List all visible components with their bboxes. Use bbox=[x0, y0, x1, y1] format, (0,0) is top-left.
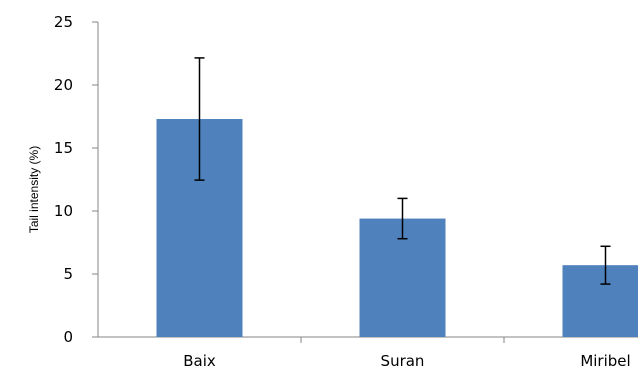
y-tick-label-1: 5 bbox=[63, 265, 73, 283]
y-tick-label-2: 10 bbox=[54, 202, 73, 220]
x-tick-label-suran: Suran bbox=[381, 352, 425, 370]
y-tick-label-0: 0 bbox=[63, 328, 73, 346]
y-tick-label-5: 25 bbox=[54, 13, 73, 31]
y-tick-label-4: 20 bbox=[54, 76, 73, 94]
y-axis-title: Tail intensity (%) bbox=[27, 146, 41, 233]
x-tick-label-miribel: Miribel bbox=[580, 352, 630, 370]
bar-miribel bbox=[562, 265, 638, 337]
x-tick-label-baix: Baix bbox=[183, 352, 216, 370]
y-tick-label-3: 15 bbox=[54, 139, 73, 157]
